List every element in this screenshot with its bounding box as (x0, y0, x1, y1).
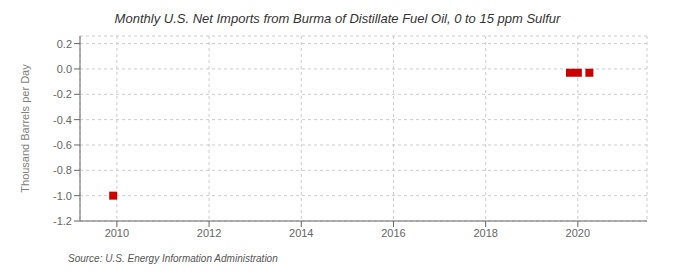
svg-text:2010: 2010 (105, 227, 129, 239)
svg-text:2018: 2018 (473, 227, 497, 239)
svg-text:2014: 2014 (289, 227, 313, 239)
svg-text:-0.8: -0.8 (53, 164, 72, 176)
html-text:Source: U.S. Energy Informatio: Source: U.S. Energy Information Administ… (68, 253, 278, 264)
svg-text:0.2: 0.2 (57, 38, 72, 50)
svg-text:Thousand Barrels per Day: Thousand Barrels per Day (19, 64, 31, 193)
html-text:Monthly U.S. Net Imports from: Monthly U.S. Net Imports from Burma of D… (114, 11, 561, 26)
svg-text:-1.0: -1.0 (53, 190, 72, 202)
svg-text:2012: 2012 (197, 227, 221, 239)
svg-text:-0.6: -0.6 (53, 139, 72, 151)
svg-text:-0.2: -0.2 (53, 88, 72, 100)
svg-text:-1.2: -1.2 (53, 215, 72, 227)
svg-text:2020: 2020 (566, 227, 590, 239)
svg-text:0.0: 0.0 (57, 63, 72, 75)
svg-text:-0.4: -0.4 (53, 114, 72, 126)
svg-text:2016: 2016 (381, 227, 405, 239)
